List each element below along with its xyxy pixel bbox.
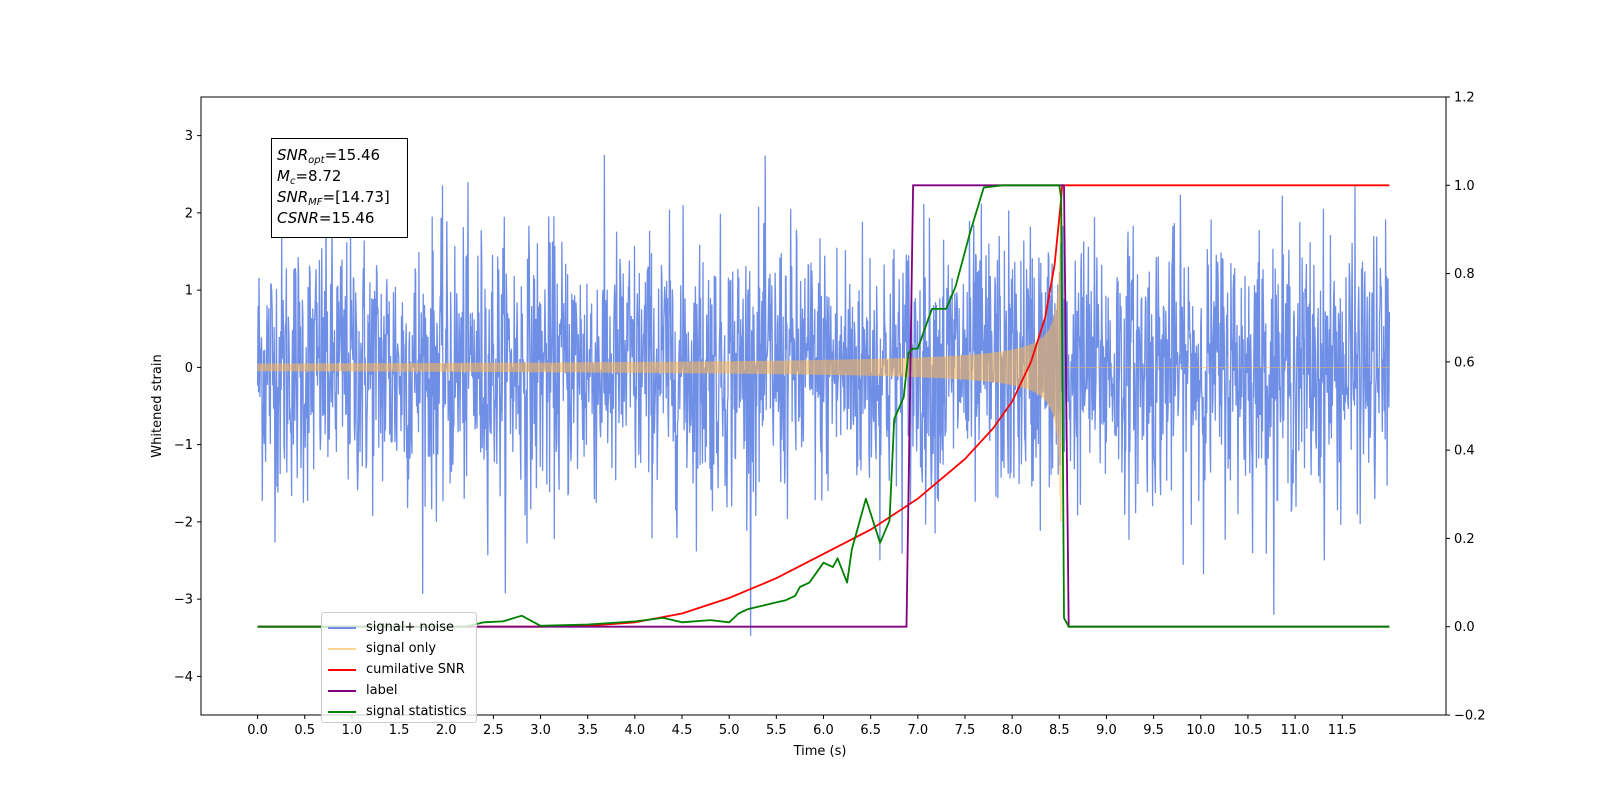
x-tick-label: 1.5 [389, 723, 410, 738]
x-tick-label: 7.5 [955, 723, 976, 738]
x-tick-label: 6.5 [860, 723, 881, 738]
x-tick-label: 3.5 [577, 723, 598, 738]
x-tick-label: 10.5 [1233, 723, 1262, 738]
x-tick-label: 6.0 [813, 723, 834, 738]
legend-item-signal-noise: signal+ noise [328, 617, 470, 638]
y2-tick-label: 0.4 [1454, 444, 1475, 459]
x-tick-label: 5.5 [766, 723, 787, 738]
mc-stat: Mc=8.72 [277, 167, 342, 187]
x-tick-label: 3.0 [530, 723, 551, 738]
series-cumulative-snr [257, 184, 1390, 628]
series-signal-only [257, 212, 1390, 522]
legend-item-signal-only: signal only [328, 638, 470, 659]
y-axis-right: 1.2 1.0 0.8 0.6 0.4 0.2 0.0 −0.2 [1446, 91, 1486, 724]
legend-label: label [366, 683, 398, 698]
x-tick-label: 8.5 [1049, 723, 1070, 738]
x-tick-label: 2.5 [483, 723, 504, 738]
snr-mf-stat: SNRMF=[14.73] [277, 188, 390, 208]
x-tick-label: 0.0 [247, 723, 268, 738]
legend-swatch [328, 647, 356, 650]
x-axis: 0.0 0.5 1.0 1.5 2.0 2.5 3.0 3.5 4.0 4.5 5.0 5.5 6.0 6… [247, 715, 1357, 738]
legend: signal+ noise signal only cumilative SNR… [321, 612, 477, 723]
y-tick-label: −1 [174, 438, 193, 453]
legend-item-cumulative-snr: cumilative SNR [328, 659, 470, 680]
y2-tick-label: 1.2 [1454, 91, 1475, 106]
snr-opt-stat: SNRopt=15.46 [277, 146, 381, 166]
y2-tick-label: 0.8 [1454, 267, 1475, 282]
legend-item-label: label [328, 680, 470, 701]
legend-label: signal+ noise [366, 620, 455, 635]
y2-tick-label: 1.0 [1454, 179, 1475, 194]
x-tick-label: 10.0 [1186, 723, 1215, 738]
y-tick-label: 0 [185, 361, 193, 376]
x-tick-label: 7.0 [907, 723, 928, 738]
y-axis-left: 3 2 1 0 −1 −2 −3 −4 [174, 129, 201, 685]
y2-tick-label: 0.6 [1454, 355, 1475, 370]
x-axis-label: Time (s) [793, 744, 847, 759]
legend-item-signal-statistics: signal statistics [328, 701, 470, 722]
legend-swatch [328, 626, 356, 629]
y2-tick-label: 0.2 [1454, 532, 1475, 547]
legend-label: signal only [366, 641, 437, 656]
legend-swatch [328, 710, 356, 713]
x-tick-label: 0.5 [294, 723, 315, 738]
x-tick-label: 1.0 [342, 723, 363, 738]
x-tick-label: 5.0 [719, 723, 740, 738]
legend-label: signal statistics [366, 704, 467, 719]
y2-tick-label: 0.0 [1454, 620, 1475, 635]
y-tick-label: 1 [185, 284, 193, 299]
legend-label: cumilative SNR [366, 662, 465, 677]
series-signal-statistics [257, 184, 1390, 628]
x-tick-label: 11.5 [1328, 723, 1357, 738]
x-tick-label: 8.0 [1002, 723, 1023, 738]
x-tick-label: 9.5 [1143, 723, 1164, 738]
y-tick-label: 3 [185, 129, 193, 144]
x-tick-label: 9.0 [1096, 723, 1117, 738]
x-tick-label: 4.5 [672, 723, 693, 738]
y-tick-label: 2 [185, 206, 193, 221]
x-tick-label: 2.0 [436, 723, 457, 738]
stats-annotation-box: SNRopt=15.46 Mc=8.72 SNRMF=[14.73] CSNR=… [271, 138, 408, 238]
y-tick-label: −2 [174, 515, 193, 530]
y2-tick-label: −0.2 [1454, 709, 1486, 724]
plot-area [256, 154, 1391, 636]
y-tick-label: −4 [174, 670, 193, 685]
x-tick-label: 4.0 [625, 723, 646, 738]
y-axis-label: Whitened strain [150, 354, 165, 457]
x-tick-label: 11.0 [1281, 723, 1310, 738]
y-tick-label: −3 [174, 593, 193, 608]
legend-swatch [328, 668, 356, 671]
legend-swatch [328, 689, 356, 692]
csnr-stat: CSNR=15.46 [277, 209, 375, 227]
